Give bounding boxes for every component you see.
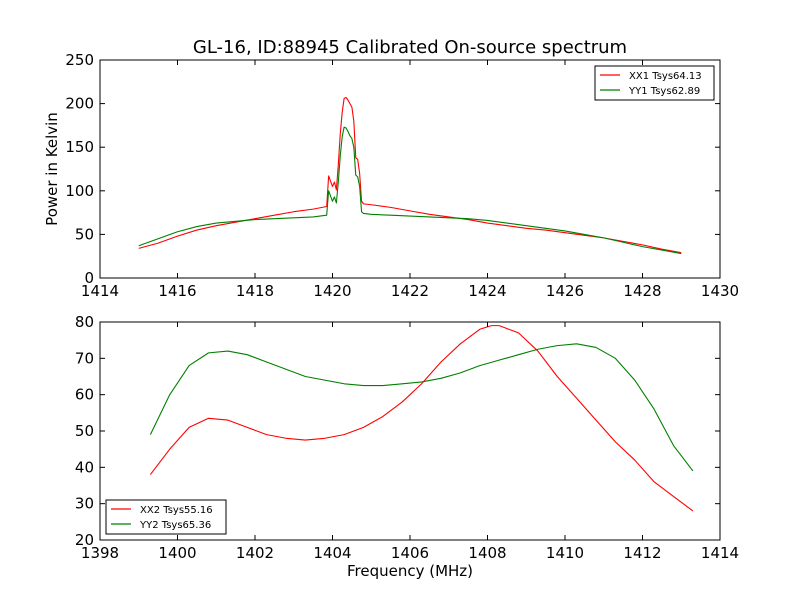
series-line-1-1 [138,96,682,254]
y-axis-label: Power in Kelvin [43,112,61,226]
x-tick-label: 1412 [623,544,661,562]
y-tick-label: 30 [75,495,94,513]
series-line-1-2 [138,126,682,255]
x-tick-label: 1410 [546,544,584,562]
x-tick-label: 1402 [236,544,274,562]
x-tick-label: 1426 [546,282,584,300]
x-tick-label: 1428 [623,282,661,300]
x-tick-label: 1424 [468,282,506,300]
x-tick-label: 1408 [468,544,506,562]
x-tick-label: 1404 [313,544,351,562]
y-tick-label: 40 [75,458,94,476]
y-tick-label: 20 [75,531,94,549]
x-tick-label: 1420 [313,282,351,300]
legend-box [594,65,715,101]
x-tick-label: 1416 [158,282,196,300]
y-tick-label: 100 [65,182,94,200]
x-tick-label: 1400 [158,544,196,562]
x-tick-label: 1414 [701,544,739,562]
y-tick-label: 250 [65,51,94,69]
x-tick-label: 1414 [81,282,119,300]
series-line-2-2 [149,343,694,472]
y-tick-label: 200 [65,95,94,113]
bottom-subplot: 1398 1400 1402 1404 1406 1408 1410 1412 1414 20 30… [75,313,739,562]
x-tick-label: 1418 [236,282,274,300]
y-tick-label: 150 [65,138,94,156]
y-tick-label: 70 [75,349,94,367]
figure-title: GL-16, ID:88945 Calibrated On-source spe… [193,37,627,58]
legend-box [105,499,227,535]
legend: XX2 Tsys55.16 YY2 Tsys65.36 [105,499,227,535]
legend-label: XX2 Tsys55.16 [140,505,213,516]
legend-label: YY2 Tsys65.36 [139,520,211,531]
y-tick-label: 50 [75,225,94,243]
legend: XX1 Tsys64.13 YY1 Tsys62.89 [594,65,715,101]
y-tick-label: 0 [84,269,94,287]
x-tick-label: 1430 [701,282,739,300]
series-line-2-1 [149,325,694,512]
x-tick-label: 1398 [81,544,119,562]
legend-label: XX1 Tsys64.13 [629,71,702,82]
x-axis-label: Frequency (MHz) [347,562,473,580]
legend-label: YY1 Tsys62.89 [628,86,700,97]
x-tick-label: 1406 [391,544,429,562]
x-tick-label: 1422 [391,282,429,300]
y-tick-label: 50 [75,422,94,440]
y-tick-label: 80 [75,313,94,331]
y-tick-label: 60 [75,386,94,404]
top-subplot: 1414 1416 1418 1420 1422 1424 1426 1428 1430 0 50 1… [43,51,739,300]
